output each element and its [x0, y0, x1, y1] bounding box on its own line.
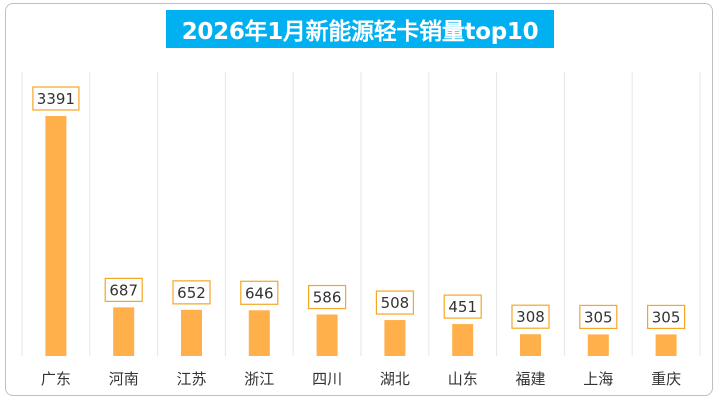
bar [655, 334, 677, 356]
data-label-box [375, 290, 414, 315]
category-label: 上海 [583, 370, 613, 388]
category-label: 福建 [515, 370, 545, 388]
data-label-box [443, 294, 482, 319]
category-label: 河南 [109, 370, 139, 388]
chart-title: 2026年1月新能源轻卡销量top10 [181, 19, 539, 45]
data-label: 305 [584, 308, 613, 326]
data-label: 508 [381, 294, 410, 312]
data-label: 305 [652, 308, 681, 326]
data-label: 308 [516, 308, 545, 326]
data-label-box [104, 277, 143, 302]
bar [181, 309, 202, 356]
bar [248, 310, 270, 356]
data-label: 3391 [37, 90, 75, 108]
bar [45, 116, 67, 356]
bar [520, 334, 541, 356]
data-label: 646 [245, 284, 274, 302]
data-label-box [308, 284, 347, 310]
data-label-box [579, 304, 618, 330]
bar [316, 314, 338, 356]
category-label: 江苏 [176, 370, 206, 388]
data-label: 652 [177, 284, 206, 302]
bar [113, 307, 135, 356]
category-label: 浙江 [244, 370, 274, 388]
data-label-box [172, 280, 211, 305]
data-label-box [32, 86, 80, 111]
category-label: 重庆 [651, 370, 681, 388]
data-label: 687 [109, 281, 138, 299]
category-label: 湖北 [380, 370, 410, 388]
bar [587, 334, 609, 356]
data-label-box [240, 280, 279, 305]
category-label: 山东 [448, 370, 478, 388]
data-label-box [646, 304, 686, 330]
bar [384, 320, 406, 356]
data-label-box [511, 304, 550, 329]
data-label: 451 [448, 298, 477, 316]
category-label: 四川 [312, 370, 342, 388]
bar [452, 324, 474, 356]
data-label: 586 [313, 289, 342, 307]
chart-title-box: 2026年1月新能源轻卡销量top10 [166, 10, 554, 48]
category-label: 广东 [41, 370, 71, 388]
